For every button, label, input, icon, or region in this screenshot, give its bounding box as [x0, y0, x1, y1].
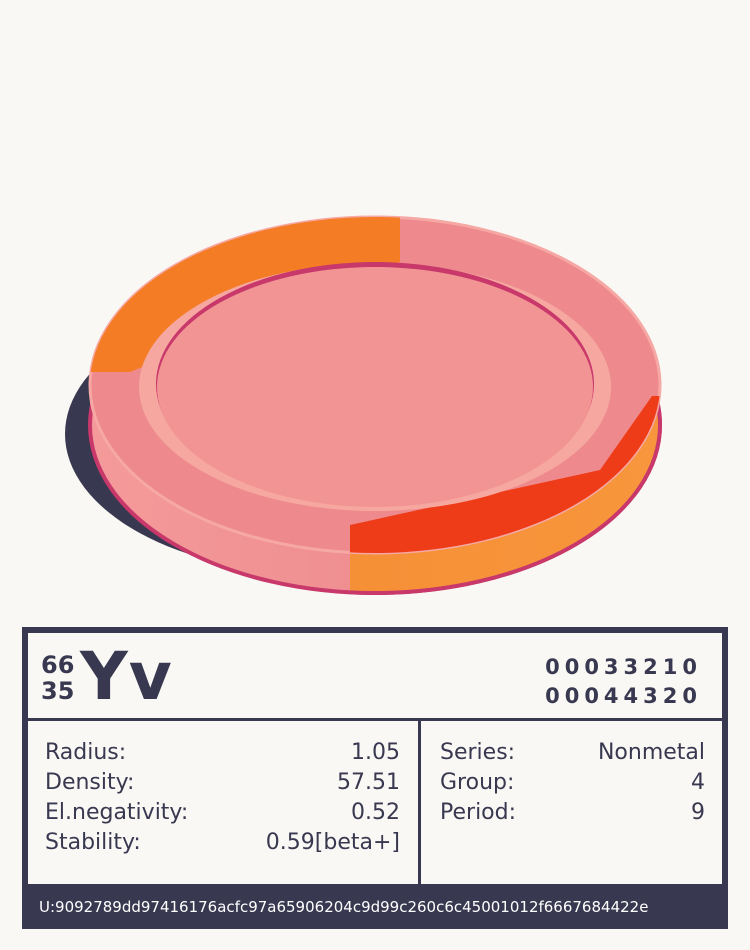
property-row: Period: 9	[440, 798, 705, 828]
element-header: 66 35 Yv 00033210 00044320	[28, 633, 722, 718]
property-value: 0.59[beta+]	[265, 830, 400, 855]
property-label: Stability:	[45, 830, 141, 855]
property-row: Density: 57.51	[45, 768, 400, 798]
property-row: Group: 4	[440, 768, 705, 798]
properties-left: Radius: 1.05 Density: 57.51 El.negativit…	[45, 738, 400, 858]
coin-illustration	[65, 215, 662, 595]
uid-string: U:9092789dd97416176acfc97a65906204c9d99c…	[39, 898, 649, 916]
mass-number: 66	[41, 651, 75, 679]
property-value: 4	[691, 770, 705, 795]
code-line-2: 00044320	[545, 684, 702, 708]
code-line-1: 00033210	[545, 655, 702, 679]
element-symbol: Yv	[80, 638, 173, 715]
property-label: Series:	[440, 740, 516, 765]
atomic-number: 35	[41, 677, 75, 705]
property-row: Radius: 1.05	[45, 738, 400, 768]
property-row: Stability: 0.59[beta+]	[45, 828, 400, 858]
property-label: Group:	[440, 770, 515, 795]
header-divider	[28, 718, 722, 721]
coin-face	[157, 267, 593, 507]
property-label: El.negativity:	[45, 800, 189, 825]
column-divider	[418, 721, 421, 884]
property-value: 0.52	[351, 800, 400, 825]
element-card: 66 35 Yv 00033210 00044320 Radius: 1.05 …	[22, 627, 728, 929]
property-row: Series: Nonmetal	[440, 738, 705, 768]
property-label: Period:	[440, 800, 517, 825]
element-card-inner: 66 35 Yv 00033210 00044320 Radius: 1.05 …	[28, 633, 722, 884]
property-value: 57.51	[337, 770, 400, 795]
property-label: Radius:	[45, 740, 127, 765]
property-value: 1.05	[351, 740, 400, 765]
properties-right: Series: Nonmetal Group: 4 Period: 9	[440, 738, 705, 828]
property-label: Density:	[45, 770, 135, 795]
property-value: 9	[691, 800, 705, 825]
property-value: Nonmetal	[597, 740, 705, 765]
property-row: El.negativity: 0.52	[45, 798, 400, 828]
